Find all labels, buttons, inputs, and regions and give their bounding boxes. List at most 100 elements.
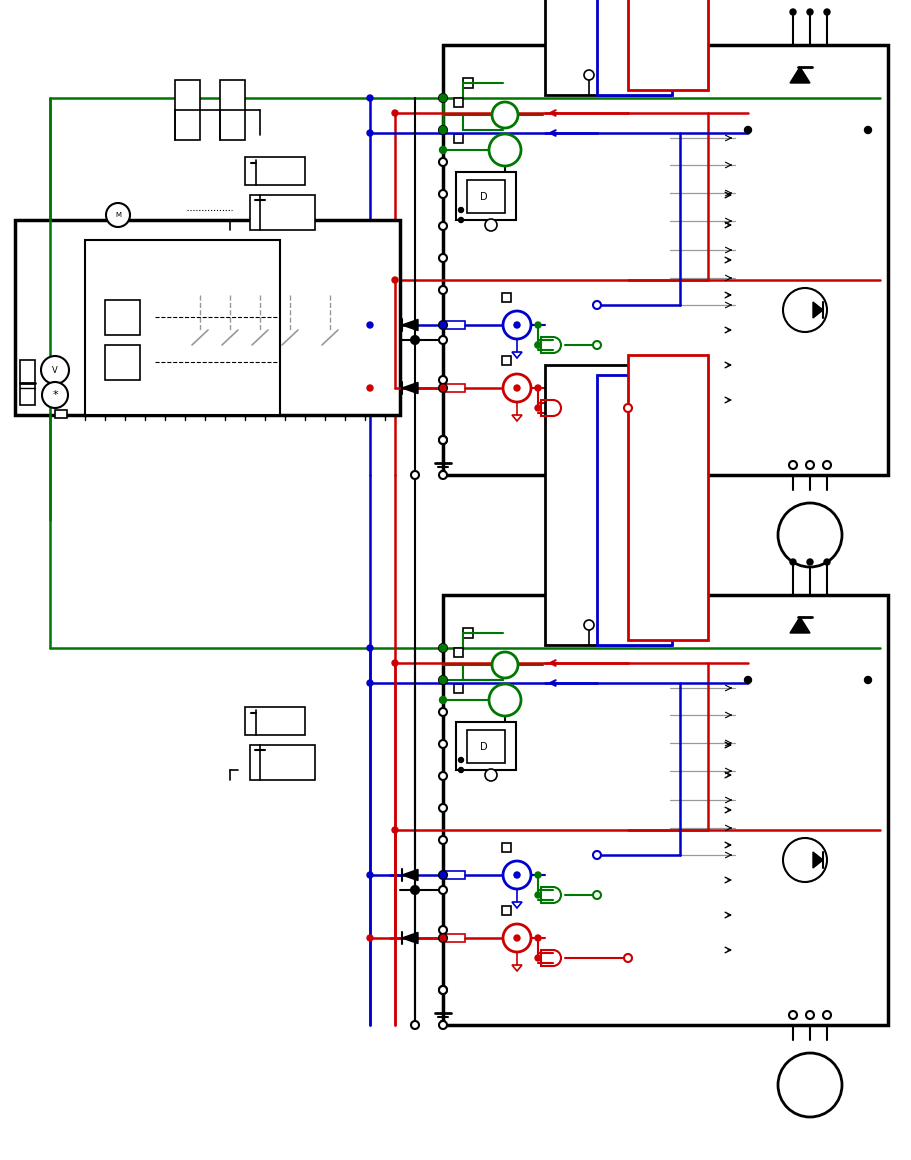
Bar: [747, 597, 867, 645]
Circle shape: [535, 935, 540, 941]
Bar: [250, 745, 314, 780]
Bar: [466, 730, 505, 763]
Circle shape: [535, 892, 540, 898]
Circle shape: [438, 804, 446, 812]
Circle shape: [783, 838, 826, 882]
Circle shape: [535, 385, 540, 391]
Circle shape: [438, 773, 446, 780]
Bar: [597, 375, 671, 645]
Circle shape: [42, 382, 68, 408]
Circle shape: [623, 404, 631, 412]
Circle shape: [514, 935, 519, 941]
Circle shape: [806, 9, 812, 15]
Circle shape: [623, 954, 631, 962]
Circle shape: [485, 219, 496, 231]
Bar: [456, 722, 516, 770]
Circle shape: [789, 559, 795, 565]
Circle shape: [592, 851, 600, 860]
Circle shape: [789, 9, 795, 15]
Circle shape: [503, 374, 530, 403]
Circle shape: [503, 311, 530, 339]
Circle shape: [458, 768, 463, 773]
Bar: [454, 135, 463, 143]
Bar: [105, 300, 140, 335]
Bar: [501, 843, 510, 851]
Circle shape: [439, 146, 446, 153]
Bar: [501, 356, 510, 365]
Bar: [175, 80, 200, 140]
Circle shape: [488, 135, 520, 166]
Bar: [754, 210, 855, 409]
Bar: [463, 78, 473, 88]
Polygon shape: [812, 302, 822, 318]
Circle shape: [458, 208, 463, 212]
Circle shape: [438, 836, 446, 844]
Circle shape: [535, 872, 540, 878]
Circle shape: [491, 102, 517, 128]
Circle shape: [411, 1021, 418, 1029]
Text: *: *: [52, 390, 57, 400]
Circle shape: [514, 872, 519, 878]
Circle shape: [366, 680, 373, 686]
Circle shape: [864, 126, 871, 133]
Circle shape: [592, 891, 600, 899]
Circle shape: [491, 652, 517, 677]
Circle shape: [864, 676, 871, 683]
Circle shape: [514, 385, 519, 391]
Polygon shape: [789, 67, 809, 84]
Circle shape: [458, 218, 463, 223]
Circle shape: [438, 436, 446, 444]
Bar: [454, 684, 463, 693]
Bar: [597, 0, 671, 95]
Circle shape: [822, 1012, 830, 1018]
Circle shape: [824, 9, 829, 15]
Circle shape: [392, 110, 397, 116]
Circle shape: [439, 385, 445, 391]
Bar: [15, 220, 400, 415]
Circle shape: [592, 341, 600, 349]
Polygon shape: [402, 383, 417, 393]
Circle shape: [535, 342, 540, 348]
Circle shape: [743, 676, 751, 683]
Circle shape: [438, 336, 446, 345]
Circle shape: [438, 1021, 446, 1029]
Bar: [445, 321, 465, 329]
Circle shape: [535, 322, 540, 328]
Bar: [545, 365, 670, 645]
Circle shape: [438, 934, 446, 942]
Bar: [85, 240, 280, 415]
Circle shape: [514, 322, 519, 327]
Circle shape: [438, 158, 446, 166]
Circle shape: [438, 222, 446, 230]
Circle shape: [438, 190, 446, 198]
Circle shape: [438, 986, 446, 994]
Bar: [466, 180, 505, 213]
Circle shape: [535, 955, 540, 960]
Circle shape: [806, 559, 812, 565]
Text: M: M: [115, 212, 121, 218]
Circle shape: [485, 769, 496, 781]
Circle shape: [366, 322, 373, 328]
Circle shape: [392, 827, 397, 833]
Polygon shape: [402, 933, 417, 943]
Circle shape: [438, 321, 446, 329]
Circle shape: [439, 676, 446, 683]
Polygon shape: [789, 617, 809, 633]
Circle shape: [439, 696, 446, 703]
Circle shape: [392, 660, 397, 666]
Circle shape: [439, 322, 445, 328]
Circle shape: [412, 887, 417, 893]
Circle shape: [438, 644, 446, 652]
Circle shape: [41, 356, 69, 384]
Circle shape: [439, 126, 446, 133]
Circle shape: [514, 872, 519, 877]
Circle shape: [788, 1012, 796, 1018]
Circle shape: [439, 94, 446, 102]
Polygon shape: [812, 851, 822, 868]
Circle shape: [392, 277, 397, 283]
Circle shape: [438, 676, 446, 684]
Bar: [628, 0, 707, 90]
Circle shape: [743, 126, 751, 133]
Circle shape: [488, 684, 520, 716]
Bar: [456, 172, 516, 220]
